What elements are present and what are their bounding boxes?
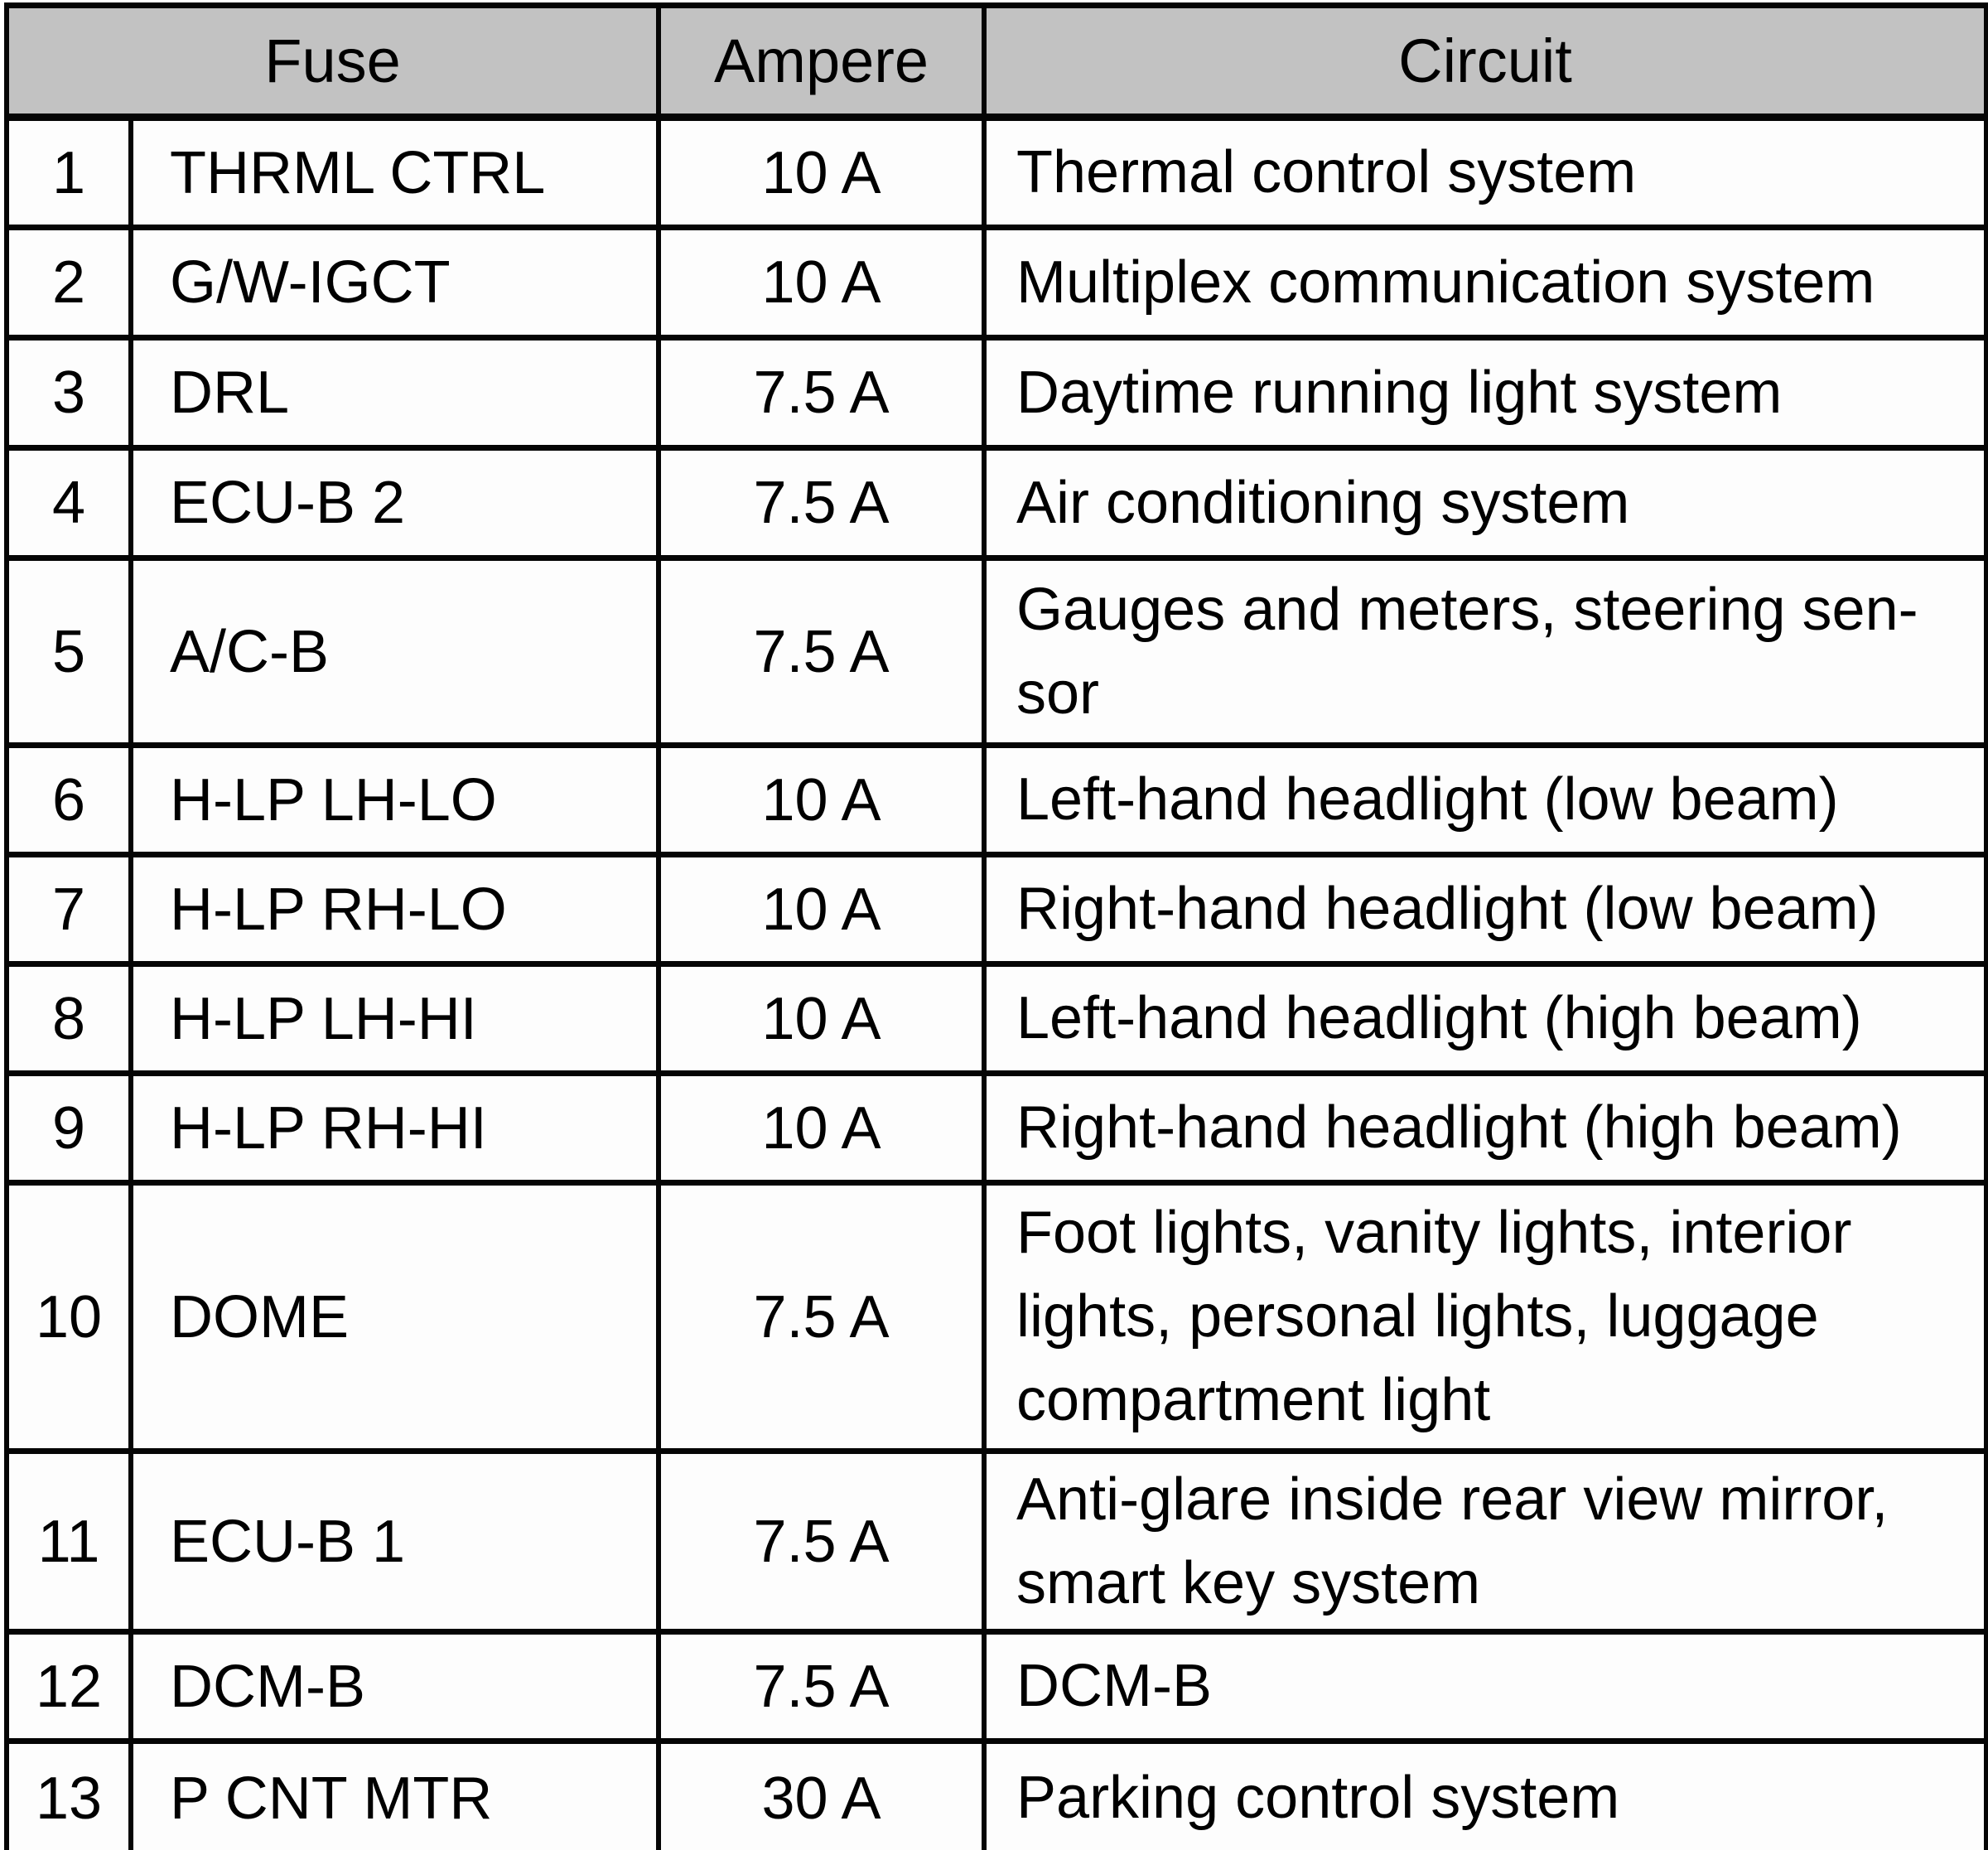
fuse-number-cell: 5 <box>4 555 133 748</box>
fuse-number-cell: 3 <box>4 335 133 451</box>
table-row: 6 H-LP LH-LO 10 A Left-hand headlight (l… <box>4 742 1988 857</box>
circuit-cell: Parking control system <box>982 1738 1988 1850</box>
table-row: 10 DOME 7.5 A Foot lights, vanity lights… <box>4 1180 1988 1454</box>
circuit-cell: Daytime running light system <box>982 335 1988 451</box>
fuse-number-cell: 13 <box>4 1738 133 1850</box>
fuse-table: Fuse Ampere Circuit 1 THRML CTRL 10 A Th… <box>3 2 1988 1850</box>
fuse-name-cell: A/C-B <box>128 555 662 748</box>
fuse-name-cell: DCM-B <box>128 1629 662 1744</box>
table-row: 4 ECU-B 2 7.5 A Air conditioning system <box>4 445 1988 561</box>
ampere-cell: 7.5 A <box>656 1448 987 1635</box>
circuit-cell: Anti-glare inside rear view mirror, smar… <box>982 1448 1988 1635</box>
ampere-cell: 7.5 A <box>656 555 987 748</box>
table-row: 13 P CNT MTR 30 A Parking control system <box>4 1738 1988 1850</box>
ampere-cell: 10 A <box>656 114 987 230</box>
circuit-cell: DCM-B <box>982 1629 1988 1744</box>
ampere-cell: 10 A <box>656 961 987 1076</box>
fuse-number-cell: 2 <box>4 225 133 341</box>
table-row: 2 G/W-IGCT 10 A Multiplex communication … <box>4 225 1988 341</box>
header-circuit: Circuit <box>982 2 1988 121</box>
ampere-cell: 7.5 A <box>656 1180 987 1454</box>
fuse-name-cell: ECU-B 1 <box>128 1448 662 1635</box>
circuit-cell: Foot lights, vanity lights, interior lig… <box>982 1180 1988 1454</box>
header-ampere: Ampere <box>656 2 987 121</box>
table-row: 7 H-LP RH-LO 10 A Right-hand headlight (… <box>4 852 1988 967</box>
circuit-cell: Right-hand headlight (high beam) <box>982 1070 1988 1186</box>
ampere-cell: 7.5 A <box>656 1629 987 1744</box>
circuit-cell: Thermal control system <box>982 114 1988 230</box>
fuse-name-cell: P CNT MTR <box>128 1738 662 1850</box>
table-row: 5 A/C-B 7.5 A Gauges and meters, steerin… <box>4 555 1988 748</box>
fuse-number-cell: 1 <box>4 114 133 230</box>
circuit-cell: Right-hand headlight (low beam) <box>982 852 1988 967</box>
circuit-cell: Multiplex communication system <box>982 225 1988 341</box>
ampere-cell: 30 A <box>656 1738 987 1850</box>
ampere-cell: 10 A <box>656 225 987 341</box>
fuse-name-cell: THRML CTRL <box>128 114 662 230</box>
ampere-cell: 7.5 A <box>656 335 987 451</box>
fuse-name-cell: H-LP RH-HI <box>128 1070 662 1186</box>
fuse-number-cell: 7 <box>4 852 133 967</box>
ampere-cell: 10 A <box>656 742 987 857</box>
ampere-cell: 7.5 A <box>656 445 987 561</box>
circuit-cell: Left-hand headlight (low beam) <box>982 742 1988 857</box>
circuit-cell: Left-hand headlight (high beam) <box>982 961 1988 1076</box>
fuse-name-cell: H-LP LH-LO <box>128 742 662 857</box>
circuit-cell: Gauges and meters, steering sen- sor <box>982 555 1988 748</box>
ampere-cell: 10 A <box>656 1070 987 1186</box>
header-row: Fuse Ampere Circuit <box>3 2 1988 121</box>
table-row: 12 DCM-B 7.5 A DCM-B <box>4 1629 1988 1744</box>
fuse-name-cell: H-LP RH-LO <box>128 852 662 967</box>
fuse-name-cell: DOME <box>128 1180 662 1454</box>
table-row: 9 H-LP RH-HI 10 A Right-hand headlight (… <box>4 1070 1988 1186</box>
fuse-number-cell: 4 <box>4 445 133 561</box>
header-fuse: Fuse <box>3 2 662 121</box>
fuse-name-cell: G/W-IGCT <box>128 225 662 341</box>
fuse-name-cell: ECU-B 2 <box>128 445 662 561</box>
fuse-number-cell: 9 <box>4 1070 133 1186</box>
table-row: 11 ECU-B 1 7.5 A Anti-glare inside rear … <box>4 1448 1988 1635</box>
fuse-number-cell: 12 <box>4 1629 133 1744</box>
fuse-number-cell: 11 <box>4 1448 133 1635</box>
table-row: 1 THRML CTRL 10 A Thermal control system <box>4 114 1988 230</box>
fuse-number-cell: 8 <box>4 961 133 1076</box>
fuse-name-cell: DRL <box>128 335 662 451</box>
fuse-number-cell: 10 <box>4 1180 133 1454</box>
ampere-cell: 10 A <box>656 852 987 967</box>
table-row: 8 H-LP LH-HI 10 A Left-hand headlight (h… <box>4 961 1988 1076</box>
fuse-number-cell: 6 <box>4 742 133 857</box>
circuit-cell: Air conditioning system <box>982 445 1988 561</box>
fuse-name-cell: H-LP LH-HI <box>128 961 662 1076</box>
table-row: 3 DRL 7.5 A Daytime running light system <box>4 335 1988 451</box>
